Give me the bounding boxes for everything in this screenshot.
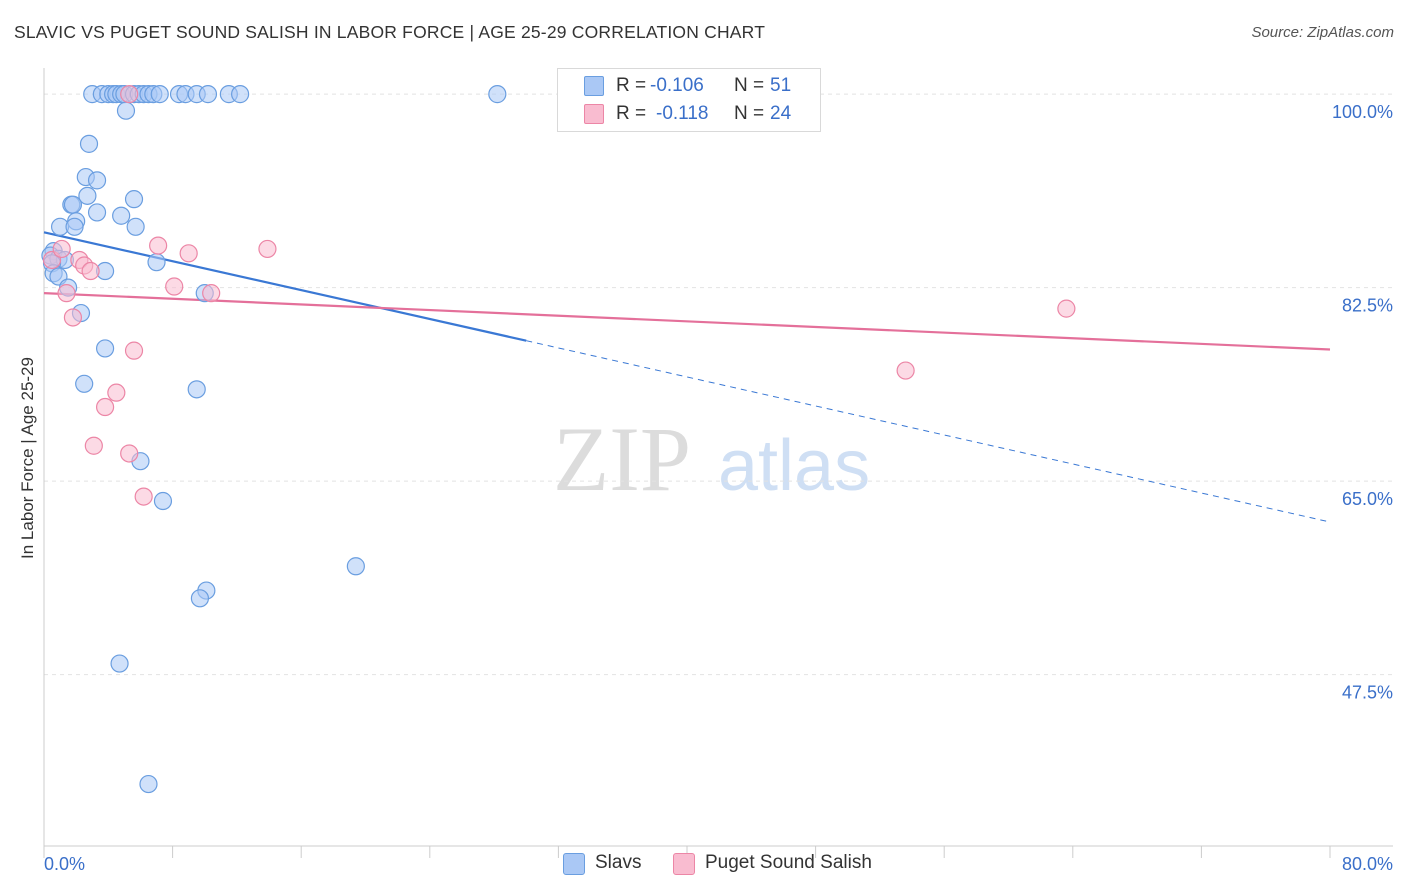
data-point (112, 206, 131, 225)
data-point (346, 557, 365, 576)
legend-label-salish: Puget Sound Salish (705, 852, 872, 873)
x-tick-label: 80.0% (1342, 854, 1393, 874)
bottom-legend: Slavs Puget Sound Salish (0, 852, 1406, 876)
data-point (165, 277, 184, 296)
data-point (79, 134, 99, 153)
y-tick-label: 47.5% (1342, 683, 1393, 703)
data-point (150, 85, 169, 104)
y-tick-label: 82.5% (1342, 296, 1393, 316)
legend-box: R = -0.106 N = 51 R = -0.118 N = 24 (557, 68, 821, 132)
data-point (87, 203, 107, 222)
data-point (134, 487, 153, 506)
y-tick-label: 65.0% (1342, 489, 1393, 509)
data-point (488, 85, 507, 104)
data-point (63, 195, 83, 214)
trend-lines (43, 231, 1331, 523)
watermark: ZIP atlas (553, 408, 870, 510)
data-point (190, 589, 210, 608)
legend-swatch-salish (673, 853, 695, 875)
legend-n-value: 51 (770, 75, 792, 96)
legend-swatch-salish (584, 104, 604, 124)
data-point (116, 101, 136, 120)
data-point (198, 85, 218, 104)
watermark-zip: ZIP (553, 408, 691, 510)
legend-n-label: N = (734, 75, 765, 96)
source-label: Source: ZipAtlas.com (1251, 24, 1394, 41)
data-point (149, 236, 168, 255)
chart-title: SLAVIC VS PUGET SOUND SALISH IN LABOR FO… (14, 22, 766, 42)
data-point (124, 341, 144, 360)
data-point (124, 190, 144, 209)
data-point (95, 339, 115, 358)
data-point (78, 186, 97, 205)
data-point (896, 361, 915, 380)
data-point (120, 444, 139, 463)
data-point (95, 397, 115, 417)
legend-r-label: R = (616, 103, 647, 124)
trend-line (43, 292, 1331, 351)
data-point (147, 253, 166, 272)
data-points (41, 85, 1076, 794)
data-point (231, 85, 250, 104)
data-point (63, 308, 83, 327)
legend-label-slavs: Slavs (595, 852, 642, 873)
legend-n-label: N = (734, 103, 765, 124)
trend-line (43, 231, 527, 342)
data-point (187, 380, 206, 399)
x-tick-label: 0.0% (44, 854, 85, 874)
data-point (126, 217, 145, 236)
data-point (107, 383, 126, 402)
data-point (139, 774, 158, 794)
data-point (81, 261, 100, 281)
data-point (179, 244, 198, 263)
legend-r-value: -0.106 (650, 75, 704, 96)
data-point (57, 284, 76, 303)
legend-swatch-slavs (584, 76, 604, 96)
tick-labels: 47.5% 65.0% 82.5% 100.0% 0.0% 80.0% (44, 102, 1393, 874)
legend-r-label: R = (616, 75, 647, 96)
data-point (84, 436, 103, 455)
data-point (153, 491, 173, 511)
legend-r-value: -0.118 (656, 103, 709, 124)
grid-lines (44, 93, 1393, 676)
y-tick-label: 100.0% (1332, 102, 1393, 122)
data-point (75, 374, 94, 393)
legend-swatch-slavs (563, 853, 585, 875)
data-point (202, 284, 221, 303)
data-point (1057, 299, 1076, 318)
data-point (110, 654, 129, 673)
data-point (120, 85, 139, 104)
data-point (52, 239, 71, 259)
data-point (87, 171, 107, 190)
legend-n-value: 24 (770, 103, 792, 124)
watermark-atlas: atlas (718, 426, 870, 506)
trend-line (526, 340, 1331, 523)
data-point (258, 239, 277, 259)
data-point (65, 217, 84, 236)
